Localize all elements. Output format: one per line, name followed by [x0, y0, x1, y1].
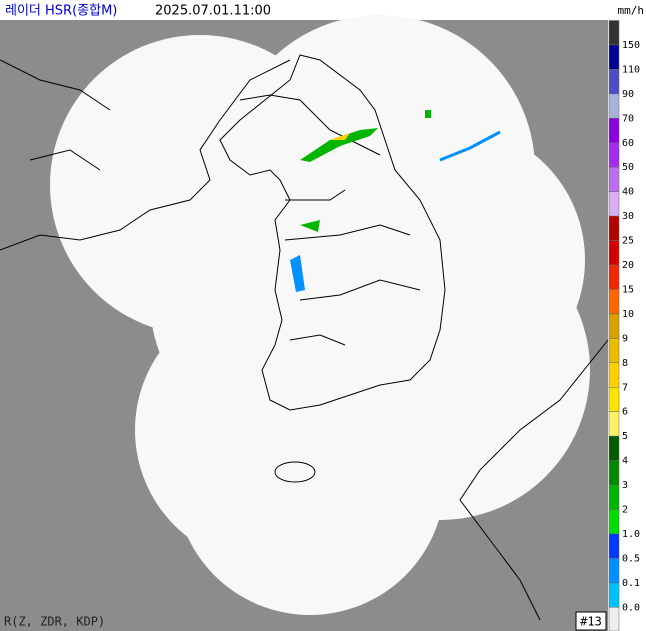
legend-swatch [608, 289, 620, 315]
legend-swatch [608, 387, 620, 412]
legend-swatch [608, 93, 620, 119]
legend-swatch [608, 166, 620, 192]
legend-swatch [608, 264, 620, 290]
legend-label: 60 [622, 138, 634, 149]
legend-label: 4 [622, 456, 628, 467]
legend-label: 15 [622, 284, 634, 295]
legend-label: 25 [622, 236, 634, 247]
legend-label: 0.1 [622, 578, 640, 589]
legend-swatch [608, 338, 620, 364]
legend-swatch [608, 460, 620, 486]
legend-label: 7 [622, 382, 628, 393]
legend-label: 9 [622, 333, 628, 344]
legend-swatch [608, 484, 620, 510]
legend-label: 110 [622, 64, 640, 75]
legend-swatch [608, 44, 620, 70]
legend-label: 6 [622, 407, 628, 418]
unit: mm/h [618, 4, 645, 17]
legend-swatch [608, 142, 620, 168]
legend-swatch [608, 69, 620, 95]
legend: 150 110 90 70 60 50 40 30 25 20 15 10 9 8 7 6 5 4 3 2 1.0 0.5… [608, 20, 640, 631]
legend-label: 2 [622, 505, 628, 516]
footer-variables: R(Z, ZDR, KDP) [4, 615, 105, 629]
legend-swatch [608, 118, 620, 144]
coastline [0, 54, 609, 621]
legend-swatch [608, 435, 620, 461]
legend-label: 90 [622, 89, 634, 100]
legend-swatch [608, 313, 620, 339]
legend-swatch-base [608, 607, 620, 631]
legend-swatch [608, 215, 620, 241]
legend-label: 0.5 [622, 553, 640, 564]
legend-label: 1.0 [622, 529, 640, 540]
legend-label: 40 [622, 187, 634, 198]
legend-swatch [608, 558, 620, 584]
legend-label: 150 [622, 40, 640, 51]
legend-label: 50 [622, 162, 634, 173]
legend-label: 5 [622, 431, 628, 442]
legend-label: 70 [622, 113, 634, 124]
footer-id: #13 [580, 615, 602, 629]
legend-label: 8 [622, 358, 628, 369]
legend-swatch [608, 509, 620, 535]
title: 레이더 HSR(종합M) [5, 4, 117, 19]
legend-swatch [608, 582, 620, 608]
timestamp: 2025.07.01.11:00 [155, 4, 271, 19]
legend-label: 20 [622, 260, 634, 271]
rain-echoes [290, 110, 501, 292]
legend-swatch [608, 240, 620, 266]
radar-coverage [50, 15, 590, 615]
legend-swatch [608, 533, 620, 559]
legend-label: 30 [622, 211, 634, 222]
legend-label: 3 [622, 480, 628, 491]
footer-id-box [575, 611, 607, 631]
legend-swatch [608, 191, 620, 217]
legend-swatch [608, 20, 620, 46]
legend-label: 10 [622, 309, 634, 320]
legend-swatch [608, 411, 620, 437]
legend-swatch [608, 362, 620, 388]
legend-label: 0.0 [622, 602, 640, 613]
